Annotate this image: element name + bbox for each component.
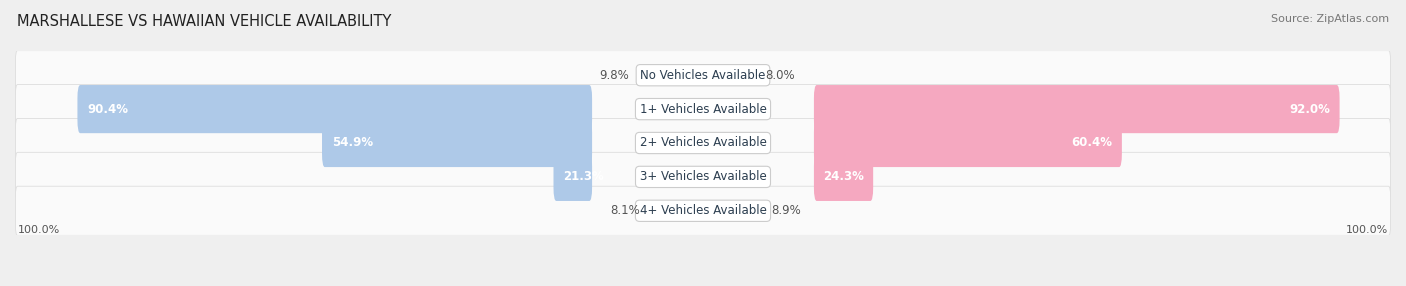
FancyBboxPatch shape [15,152,1391,201]
FancyBboxPatch shape [814,153,873,201]
FancyBboxPatch shape [814,119,1122,167]
FancyBboxPatch shape [15,85,1391,134]
Text: 92.0%: 92.0% [1289,103,1330,116]
Text: 9.8%: 9.8% [599,69,628,82]
Text: 4+ Vehicles Available: 4+ Vehicles Available [640,204,766,217]
Text: 54.9%: 54.9% [332,136,373,150]
Text: Source: ZipAtlas.com: Source: ZipAtlas.com [1271,14,1389,24]
Text: 90.4%: 90.4% [87,103,128,116]
Text: 60.4%: 60.4% [1071,136,1112,150]
Text: 24.3%: 24.3% [823,170,863,183]
Text: 100.0%: 100.0% [17,225,59,235]
Text: 8.1%: 8.1% [610,204,640,217]
Text: 2+ Vehicles Available: 2+ Vehicles Available [640,136,766,150]
Text: MARSHALLESE VS HAWAIIAN VEHICLE AVAILABILITY: MARSHALLESE VS HAWAIIAN VEHICLE AVAILABI… [17,14,391,29]
Text: No Vehicles Available: No Vehicles Available [640,69,766,82]
FancyBboxPatch shape [15,51,1391,100]
Text: 100.0%: 100.0% [1347,225,1389,235]
FancyBboxPatch shape [322,119,592,167]
FancyBboxPatch shape [15,118,1391,168]
FancyBboxPatch shape [814,85,1340,133]
Text: 1+ Vehicles Available: 1+ Vehicles Available [640,103,766,116]
FancyBboxPatch shape [15,186,1391,235]
Text: 3+ Vehicles Available: 3+ Vehicles Available [640,170,766,183]
FancyBboxPatch shape [554,153,592,201]
FancyBboxPatch shape [77,85,592,133]
Text: 8.0%: 8.0% [765,69,794,82]
Text: 21.3%: 21.3% [564,170,605,183]
Text: 8.9%: 8.9% [772,204,801,217]
